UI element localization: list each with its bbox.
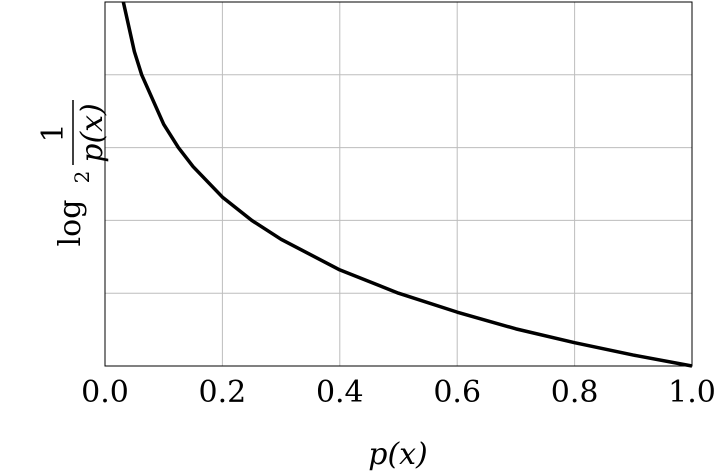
x-axis-title: p(x): [368, 437, 428, 472]
grid-lines: [105, 2, 692, 366]
y-axis-title: log 2 1 p(x): [36, 100, 110, 246]
x-tick-labels: 0.0 0.2 0.4 0.6 0.8 1.0: [81, 375, 716, 410]
y-axis-title-numerator: 1: [36, 123, 71, 142]
y-axis-title-base: 2: [70, 171, 94, 184]
y-axis-title-denominator: p(x): [75, 103, 110, 163]
y-axis-title-log: log: [53, 200, 88, 247]
x-tick-label: 0.6: [433, 375, 481, 410]
x-tick-label: 0.8: [551, 375, 599, 410]
series-line: [121, 1, 693, 368]
x-tick-label: 0.0: [81, 375, 129, 410]
x-tick-label: 1.0: [668, 375, 716, 410]
x-tick-label: 0.4: [316, 375, 364, 410]
x-tick-label: 0.2: [199, 375, 247, 410]
plot-frame: [104, 1, 693, 367]
